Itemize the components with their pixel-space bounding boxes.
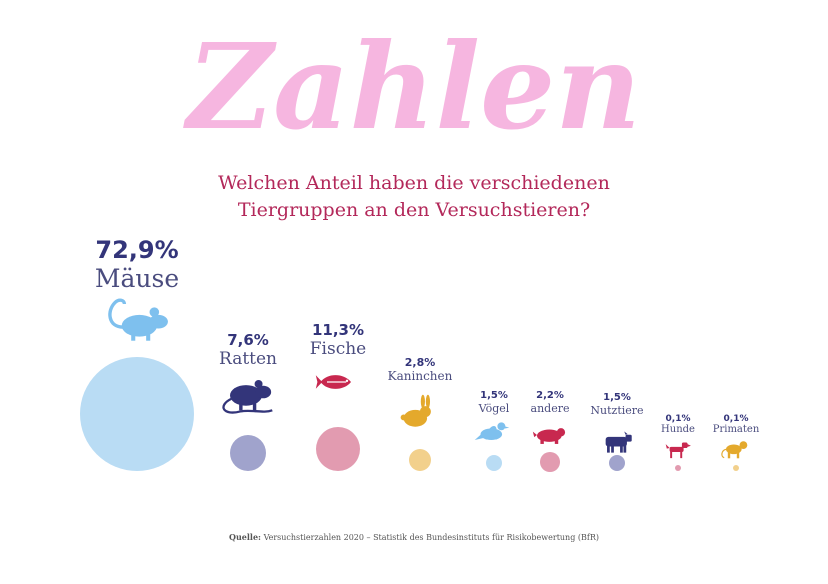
category-label-8: Primaten [712,424,760,435]
data-label-5: 2,2% [536,390,564,401]
rat-icon [222,380,273,414]
chart-title: Welchen Anteil haben die verschiedenen T… [0,170,828,224]
category-label-group-1: 7,6% Ratten [219,331,277,370]
data-label-8: 0,1% [723,414,749,424]
source-note: Quelle: Versuchstierzahlen 2020 – Statis… [0,532,828,542]
category-label-group-8: 0,1% Primaten [713,414,760,436]
bubble-2 [315,426,361,472]
source-text: Versuchstierzahlen 2020 – Statistik des … [263,533,599,542]
bubble-0 [80,357,194,471]
category-label-group-5: 2,2% andere [531,390,570,415]
headline-text: Zahlen [183,17,641,150]
monkey-icon [721,441,748,459]
category-label-group-7: 0,1% Hunde [661,414,695,436]
category-label-1: Ratten [219,349,277,369]
bubble-4 [485,454,503,472]
category-label-6: Nutztiere [590,404,644,417]
data-label-0: 72,9% [95,236,179,264]
rabbit-icon [400,394,431,427]
fish-icon [315,375,351,389]
bubble-3 [408,448,432,472]
chart-title-line-2: Tiergruppen an den Versuchstieren? [237,199,591,221]
bubble-8 [733,465,739,471]
data-label-4: 1,5% [480,390,508,401]
category-label-7: Hunde [661,424,695,435]
category-label-group-6: 1,5% Nutztiere [590,392,643,417]
category-label-2: Fische [309,339,367,359]
source-label: Quelle: [229,532,262,542]
bubble-1 [229,434,267,472]
data-label-6: 1,5% [603,392,631,403]
other-animal-icon [532,428,566,444]
category-label-3: Kaninchen [387,369,453,383]
category-label-5: andere [530,402,570,415]
headline: Zahlen [183,17,641,150]
cow-icon [605,431,632,453]
category-label-group-0: 72,9% Mäuse [95,236,179,293]
mouse-icon [108,298,168,341]
bubble-5 [540,452,560,472]
category-label-4: Vögel [478,402,510,415]
category-label-group-3: 2,8% Kaninchen [388,356,453,383]
bubble-7 [675,465,681,471]
bubble-6 [608,454,626,472]
data-label-1: 7,6% [227,331,269,349]
category-label-group-2: 11,3% Fische [309,321,367,360]
category-label-group-4: 1,5% Vögel [479,390,510,415]
dog-icon [665,442,691,459]
data-label-2: 11,3% [311,321,365,339]
chart-title-line-1: Welchen Anteil haben die verschiedenen [218,172,610,194]
category-label-0: Mäuse [94,264,180,293]
data-label-3: 2,8% [404,356,436,369]
bird-icon [474,422,510,440]
data-label-7: 0,1% [665,414,691,424]
